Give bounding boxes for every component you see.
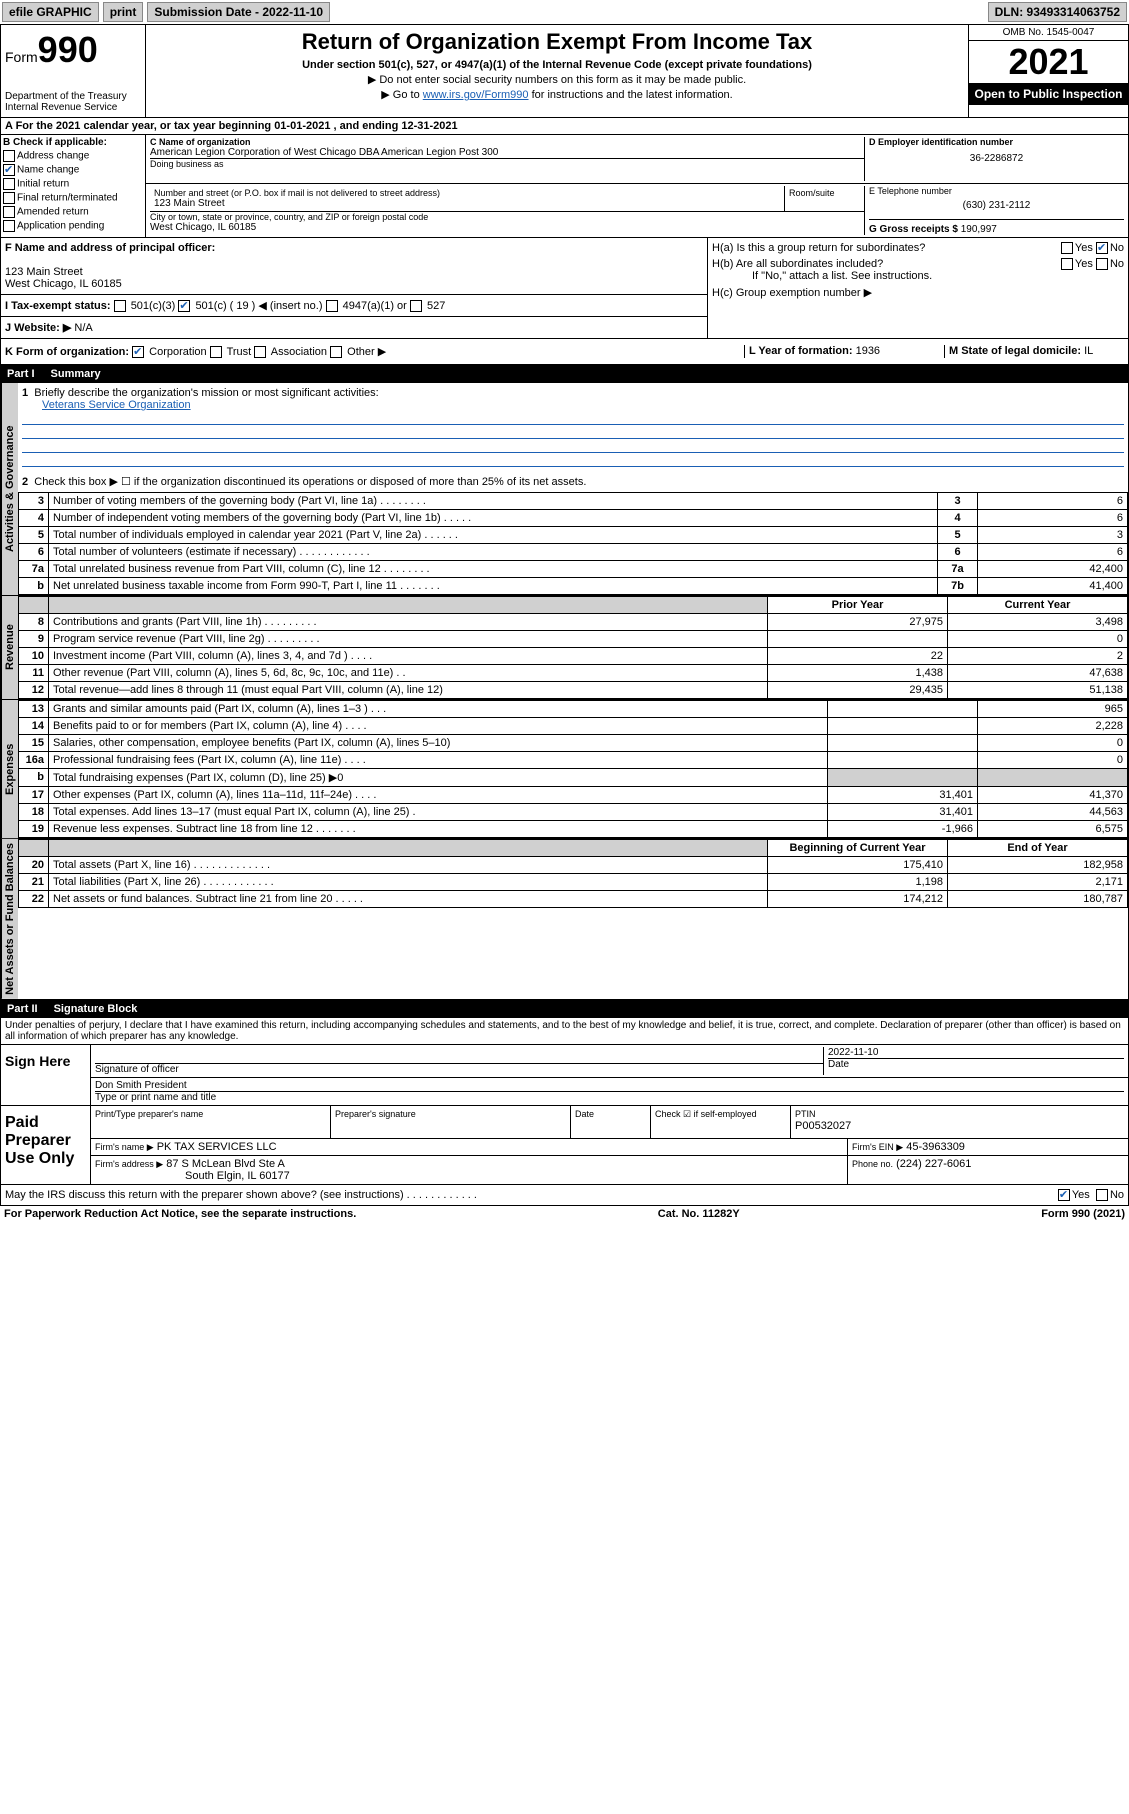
sign-here-label: Sign Here [1, 1045, 91, 1105]
ein-value: 36-2286872 [869, 153, 1124, 164]
paid-preparer-block: Paid Preparer Use Only Print/Type prepar… [0, 1106, 1129, 1185]
gross-receipts: 190,997 [961, 224, 997, 235]
section-fhij: F Name and address of principal officer:… [0, 238, 1129, 339]
cb-final-return[interactable]: Final return/terminated [3, 192, 143, 204]
form-title: Return of Organization Exempt From Incom… [150, 29, 964, 55]
print-button[interactable]: print [103, 2, 144, 22]
side-governance: Activities & Governance [1, 383, 18, 595]
ptin-value: P00532027 [795, 1120, 851, 1132]
expenses-table: 13Grants and similar amounts paid (Part … [18, 700, 1128, 838]
officer-addr1: 123 Main Street [5, 266, 83, 278]
dba-label: Doing business as [150, 159, 864, 169]
section-bcdefg: B Check if applicable: Address change Na… [0, 135, 1129, 238]
cb-amended-return[interactable]: Amended return [3, 206, 143, 218]
governance-table: 3Number of voting members of the governi… [18, 492, 1128, 595]
row-i-tax-status: I Tax-exempt status: 501(c)(3) 501(c) ( … [1, 295, 707, 316]
row-j-website: J Website: ▶ N/A [1, 317, 707, 338]
cb-initial-return[interactable]: Initial return [3, 178, 143, 190]
net-assets-table: Beginning of Current YearEnd of Year20To… [18, 839, 1128, 908]
cb-application-pending[interactable]: Application pending [3, 220, 143, 232]
year-formation: 1936 [856, 345, 880, 357]
org-name: American Legion Corporation of West Chic… [150, 147, 864, 158]
signature-block: Sign Here Signature of officer 2022-11-1… [0, 1045, 1129, 1106]
goto-note: ▶ Go to www.irs.gov/Form990 for instruct… [150, 88, 964, 101]
tax-year: 2021 [969, 41, 1128, 83]
form-subtitle: Under section 501(c), 527, or 4947(a)(1)… [150, 59, 964, 71]
col-b-checkboxes: B Check if applicable: Address change Na… [1, 135, 146, 237]
state-domicile: IL [1084, 345, 1093, 357]
revenue-section: Revenue Prior YearCurrent Year8Contribut… [0, 596, 1129, 700]
firm-ein: 45-3963309 [906, 1141, 965, 1153]
phone-value: (630) 231-2112 [869, 200, 1124, 211]
page-footer: For Paperwork Reduction Act Notice, see … [0, 1206, 1129, 1222]
mission-text: Veterans Service Organization [42, 399, 191, 411]
irs-label: Internal Revenue Service [5, 102, 141, 113]
expenses-section: Expenses 13Grants and similar amounts pa… [0, 700, 1129, 839]
perjury-statement: Under penalties of perjury, I declare th… [0, 1018, 1129, 1045]
side-expenses: Expenses [1, 700, 18, 838]
top-toolbar: efile GRAPHIC print Submission Date - 20… [0, 0, 1129, 24]
submission-date: Submission Date - 2022-11-10 [147, 2, 330, 22]
side-revenue: Revenue [1, 596, 18, 699]
form-word: Form [5, 49, 38, 65]
firm-addr2: South Elgin, IL 60177 [185, 1170, 290, 1182]
form-header: Form990 Department of the Treasury Inter… [0, 24, 1129, 118]
street-address: 123 Main Street [154, 198, 780, 209]
row-a-tax-year: A For the 2021 calendar year, or tax yea… [0, 118, 1129, 135]
net-assets-section: Net Assets or Fund Balances Beginning of… [0, 839, 1129, 1000]
efile-button[interactable]: efile GRAPHIC [2, 2, 99, 22]
irs-link[interactable]: www.irs.gov/Form990 [423, 89, 529, 101]
paid-preparer-label: Paid Preparer Use Only [1, 1106, 91, 1184]
row-klm: K Form of organization: Corporation Trus… [0, 339, 1129, 365]
dln-label: DLN: 93493314063752 [988, 2, 1127, 22]
officer-addr2: West Chicago, IL 60185 [5, 278, 122, 290]
side-net-assets: Net Assets or Fund Balances [1, 839, 18, 999]
firm-name: PK TAX SERVICES LLC [157, 1141, 277, 1153]
firm-addr1: 87 S McLean Blvd Ste A [166, 1158, 285, 1170]
officer-name-title: Don Smith President [95, 1080, 187, 1091]
revenue-table: Prior YearCurrent Year8Contributions and… [18, 596, 1128, 699]
governance-section: Activities & Governance 1 Briefly descri… [0, 383, 1129, 596]
part-i-header: Part I Summary [0, 365, 1129, 383]
city-state-zip: West Chicago, IL 60185 [150, 222, 864, 233]
sig-date-value: 2022-11-10 [828, 1047, 878, 1058]
dept-label: Department of the Treasury [5, 91, 141, 102]
firm-phone: (224) 227-6061 [896, 1158, 971, 1170]
omb-number: OMB No. 1545-0047 [969, 25, 1128, 41]
ssn-note: ▶ Do not enter social security numbers o… [150, 73, 964, 86]
cb-address-change[interactable]: Address change [3, 150, 143, 162]
discuss-row: May the IRS discuss this return with the… [0, 1185, 1129, 1206]
cb-name-change[interactable]: Name change [3, 164, 143, 176]
part-ii-header: Part II Signature Block [0, 1000, 1129, 1018]
form-number: 990 [38, 29, 98, 70]
open-public-badge: Open to Public Inspection [969, 83, 1128, 105]
